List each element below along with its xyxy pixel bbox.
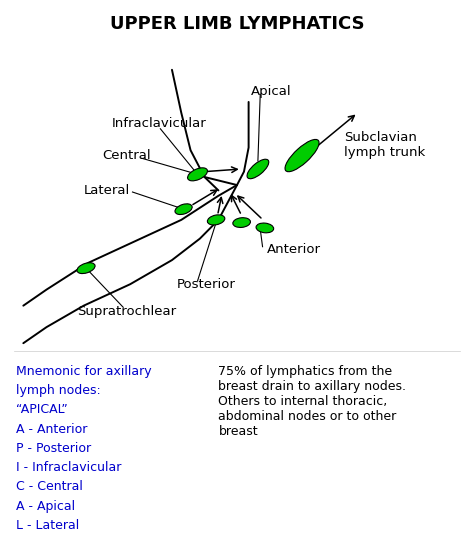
Text: Central: Central <box>102 149 151 162</box>
Ellipse shape <box>207 215 225 225</box>
Ellipse shape <box>285 139 319 172</box>
Ellipse shape <box>256 223 273 233</box>
Text: UPPER LIMB LYMPHATICS: UPPER LIMB LYMPHATICS <box>109 15 365 33</box>
Text: P - Posterior: P - Posterior <box>16 442 91 455</box>
Text: Subclavian
lymph trunk: Subclavian lymph trunk <box>344 131 425 159</box>
Ellipse shape <box>188 168 208 181</box>
Ellipse shape <box>77 263 95 274</box>
Ellipse shape <box>175 204 192 214</box>
Text: Infraclavicular: Infraclavicular <box>111 117 206 130</box>
Text: Lateral: Lateral <box>84 184 130 197</box>
Ellipse shape <box>247 159 269 179</box>
Text: I - Infraclavicular: I - Infraclavicular <box>16 461 122 474</box>
Text: A - Apical: A - Apical <box>16 500 75 513</box>
Ellipse shape <box>233 218 250 228</box>
Text: Anterior: Anterior <box>267 243 321 256</box>
Text: Posterior: Posterior <box>177 278 236 290</box>
Text: “APICAL”: “APICAL” <box>16 403 68 416</box>
Text: A - Anterior: A - Anterior <box>16 422 88 435</box>
Text: lymph nodes:: lymph nodes: <box>16 384 101 397</box>
Text: Mnemonic for axillary: Mnemonic for axillary <box>16 365 152 377</box>
Text: C - Central: C - Central <box>16 480 83 493</box>
Text: 75% of lymphatics from the
breast drain to axillary nodes.
Others to internal th: 75% of lymphatics from the breast drain … <box>219 365 406 438</box>
Text: Supratrochlear: Supratrochlear <box>77 305 176 317</box>
Text: Apical: Apical <box>251 85 292 98</box>
Text: L - Lateral: L - Lateral <box>16 519 80 532</box>
